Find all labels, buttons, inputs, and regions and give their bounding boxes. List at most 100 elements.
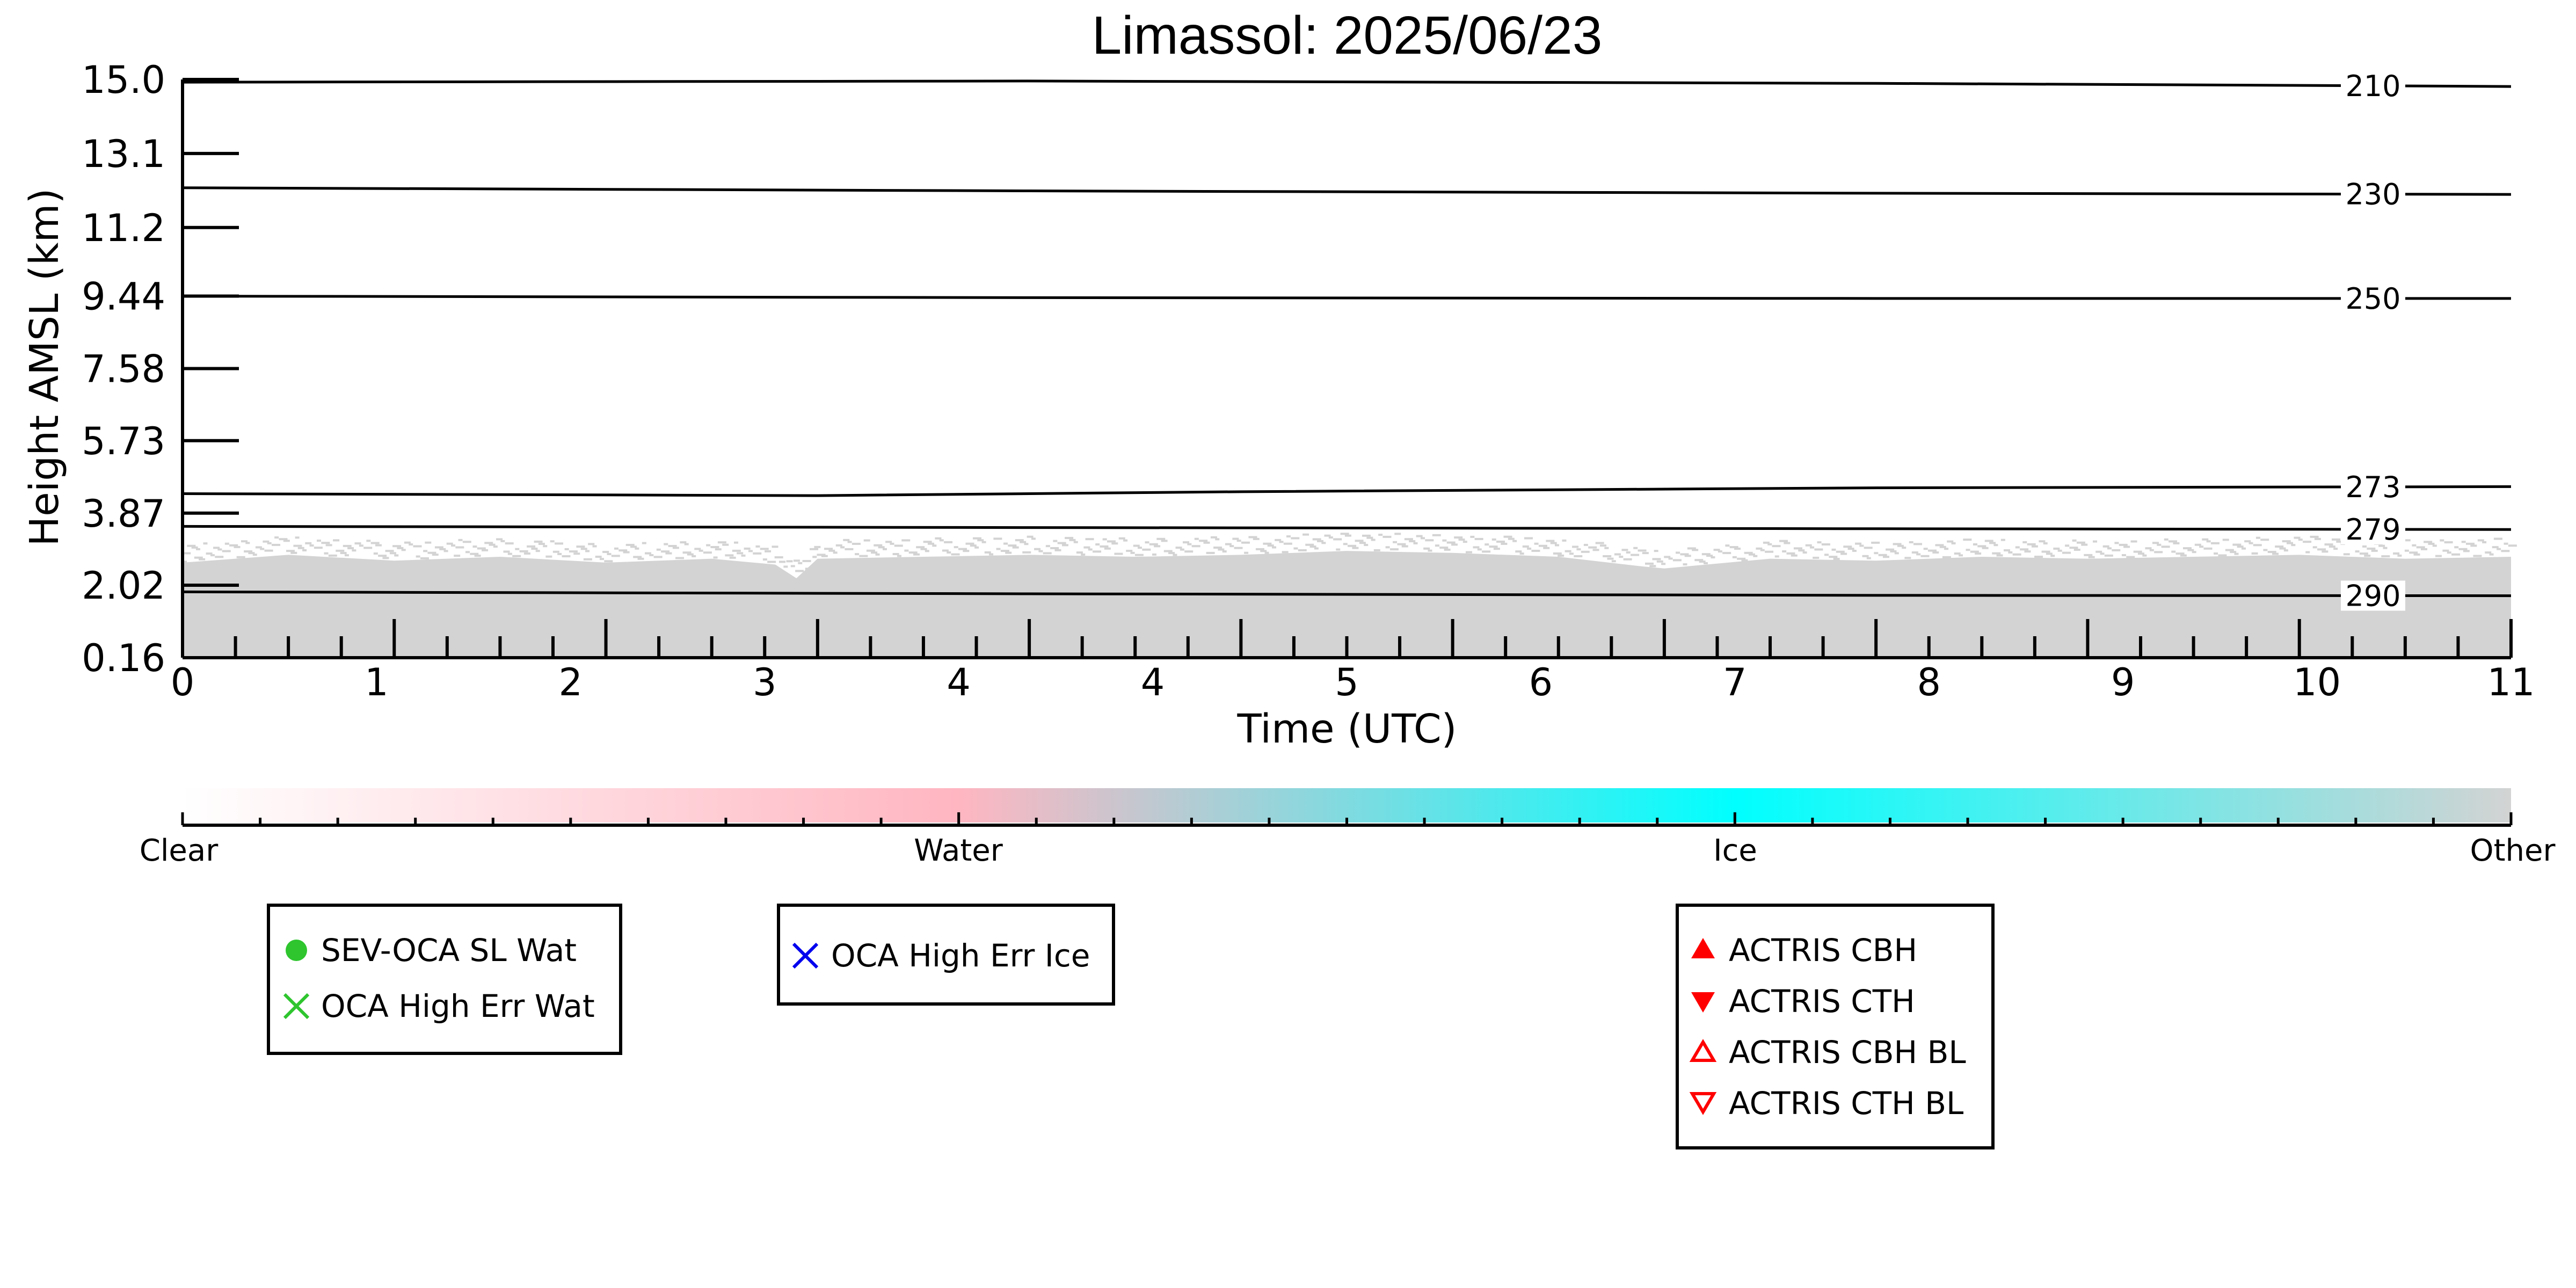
speckle-point bbox=[1255, 548, 1264, 550]
speckle-point bbox=[1621, 549, 1628, 551]
speckle-point bbox=[1911, 551, 1918, 554]
speckle-point bbox=[2004, 549, 2011, 552]
speckle-point bbox=[2447, 551, 2451, 554]
speckle-point bbox=[1343, 543, 1348, 545]
isotherm-label-background bbox=[2341, 283, 2405, 314]
speckle-point bbox=[2100, 552, 2105, 555]
speckle-point bbox=[1065, 537, 1074, 540]
speckle-point bbox=[1569, 552, 1574, 555]
speckle-point bbox=[1340, 533, 1349, 535]
speckle-point bbox=[1829, 556, 1838, 558]
speckle-point bbox=[1592, 549, 1599, 551]
speckle-point bbox=[1272, 546, 1277, 549]
speckle-point bbox=[1366, 536, 1373, 539]
speckle-point bbox=[1145, 541, 1149, 544]
speckle-point bbox=[1435, 544, 1439, 547]
speckle-point bbox=[1824, 554, 1829, 556]
speckle-point bbox=[1862, 555, 1869, 557]
speckle-point bbox=[1501, 542, 1508, 545]
speckle-point bbox=[1232, 537, 1239, 540]
speckle-point bbox=[1503, 535, 1512, 538]
speckle-point bbox=[1371, 539, 1376, 541]
speckle-point bbox=[795, 570, 804, 572]
x-tick-label: 4 bbox=[947, 660, 971, 704]
speckle-point bbox=[845, 548, 854, 550]
speckle-point bbox=[715, 548, 722, 551]
speckle-point bbox=[564, 548, 569, 550]
speckle-point bbox=[958, 548, 967, 550]
speckle-point bbox=[439, 548, 446, 550]
speckle-point bbox=[637, 557, 644, 560]
y-axis-label: Height AMSL (km) bbox=[21, 188, 68, 546]
speckle-point bbox=[2421, 548, 2428, 550]
speckle-point bbox=[1321, 542, 1326, 544]
speckle-point bbox=[2303, 541, 2312, 543]
speckle-point bbox=[920, 548, 927, 550]
speckle-point bbox=[1474, 537, 1483, 540]
speckle-point bbox=[878, 546, 885, 549]
speckle-point bbox=[1734, 548, 1741, 550]
speckle-point bbox=[1866, 557, 1871, 559]
speckle-point bbox=[625, 543, 635, 546]
speckle-point bbox=[1574, 555, 1583, 557]
speckle-point bbox=[2283, 549, 2288, 552]
speckle-point bbox=[1053, 540, 1058, 542]
speckle-point bbox=[1022, 551, 1031, 554]
speckle-point bbox=[1260, 550, 1267, 552]
legend-item-oca-high-err-wat: OCA High Err Wat bbox=[321, 988, 595, 1024]
speckle-point bbox=[2046, 552, 2053, 555]
isotherm-label-background bbox=[2341, 179, 2405, 209]
speckle-point bbox=[1093, 550, 1102, 553]
speckle-point bbox=[1473, 546, 1480, 549]
speckle-point bbox=[939, 539, 944, 542]
y-tick-label: 7.58 bbox=[82, 347, 165, 391]
speckle-point bbox=[1045, 545, 1050, 548]
speckle-point bbox=[2260, 539, 2269, 541]
speckle-point bbox=[1302, 533, 1309, 536]
speckle-point bbox=[562, 555, 571, 558]
speckle-point bbox=[665, 552, 672, 555]
speckle-point bbox=[2409, 551, 2418, 554]
speckle-point bbox=[2000, 539, 2005, 541]
speckle-point bbox=[2210, 542, 2220, 544]
speckle-point bbox=[2310, 535, 2319, 538]
speckle-point bbox=[2225, 549, 2234, 551]
speckle-point bbox=[1394, 533, 1401, 535]
speckle-point bbox=[215, 556, 224, 558]
speckle-point bbox=[366, 540, 371, 542]
speckle-point bbox=[1003, 542, 1008, 545]
speckle-point bbox=[1713, 549, 1720, 551]
speckle-point bbox=[2267, 551, 2276, 554]
speckle-point bbox=[1194, 537, 1199, 540]
y-tick-label: 9.44 bbox=[82, 275, 165, 319]
speckle-point bbox=[1493, 548, 1500, 550]
speckle-point bbox=[1069, 539, 1076, 541]
speckle-point bbox=[1786, 552, 1795, 555]
speckle-point bbox=[404, 541, 411, 544]
speckle-point bbox=[2057, 549, 2062, 552]
speckle-point bbox=[1095, 543, 1100, 546]
speckle-point bbox=[2157, 543, 2162, 546]
speckle-point bbox=[2214, 552, 2218, 555]
speckle-point bbox=[1680, 553, 1689, 556]
speckle-point bbox=[935, 537, 942, 540]
speckle-point bbox=[793, 559, 800, 562]
speckle-point bbox=[1043, 552, 1052, 555]
speckle-point bbox=[2362, 545, 2367, 548]
speckle-point bbox=[1149, 543, 1158, 545]
speckle-point bbox=[1442, 539, 1447, 542]
speckle-point bbox=[1939, 545, 1946, 548]
speckle-point bbox=[874, 544, 883, 547]
speckle-point bbox=[1802, 551, 1807, 554]
speckle-point bbox=[183, 561, 187, 563]
speckle-point bbox=[1283, 542, 1292, 545]
speckle-point bbox=[762, 558, 767, 561]
speckle-point bbox=[290, 551, 297, 554]
x-tick-label: 0 bbox=[171, 660, 195, 704]
speckle-point bbox=[2154, 551, 2163, 554]
speckle-point bbox=[550, 540, 555, 543]
speckle-point bbox=[427, 551, 436, 554]
speckle-point bbox=[1711, 556, 1715, 559]
speckle-point bbox=[279, 538, 288, 541]
legend-item-oca-high-err-ice: OCA High Err Ice bbox=[831, 937, 1090, 974]
